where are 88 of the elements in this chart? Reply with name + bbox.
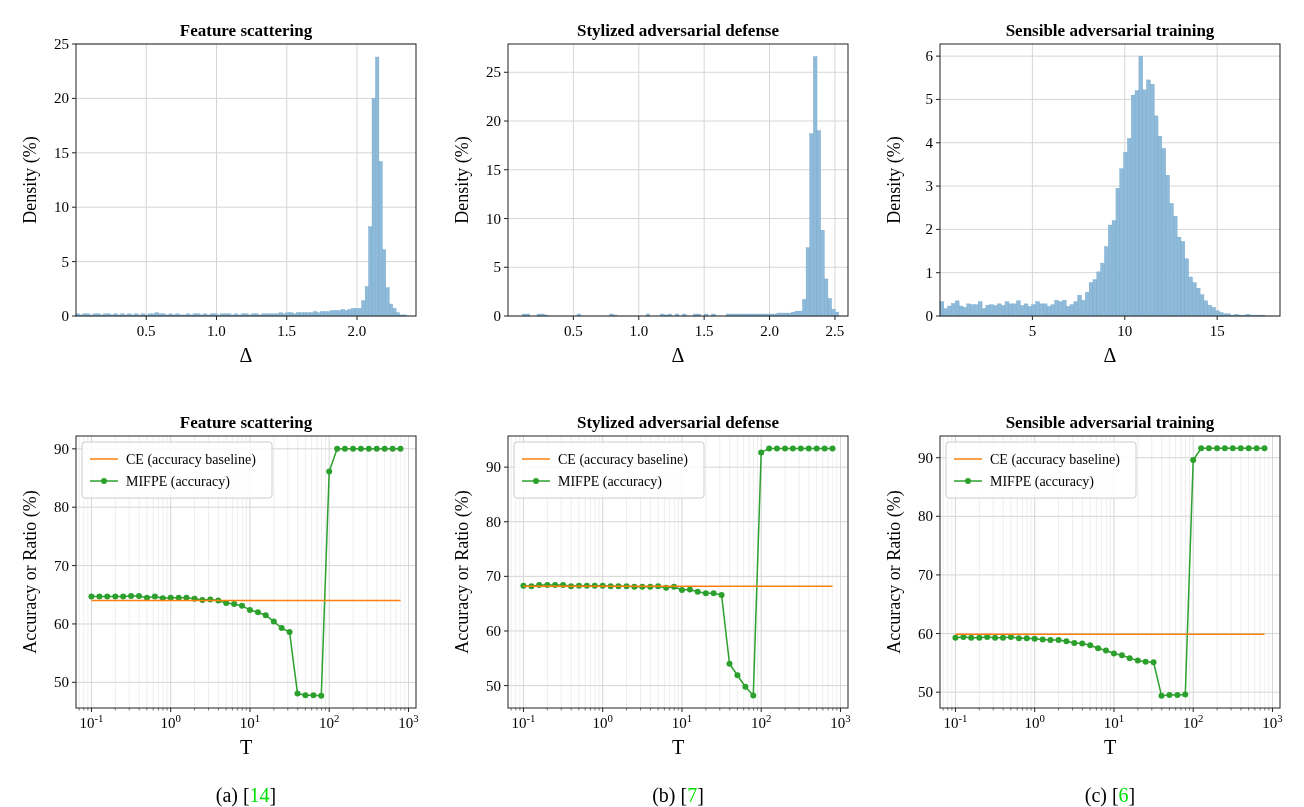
legend-label: MIFPE (accuracy) — [558, 474, 663, 490]
y-tick-label: 4 — [925, 134, 934, 151]
x-tick-label: 1.5 — [277, 323, 297, 339]
y-tick-label: 3 — [925, 178, 933, 195]
x-axis-title: T — [239, 736, 253, 758]
y-tick-label: 50 — [918, 684, 933, 701]
y-tick-label: 50 — [486, 677, 501, 694]
x-tick-label: 10$^{2}$ — [319, 712, 340, 731]
y-tick-label: 80 — [918, 508, 933, 525]
y-tick-label: 90 — [54, 440, 69, 457]
y-tick-label: 10 — [54, 199, 69, 216]
chart-title: Feature scattering — [179, 21, 313, 40]
x-tick-label: 0.5 — [136, 323, 156, 339]
legend-label: CE (accuracy baseline) — [990, 452, 1121, 468]
x-tick-label: 10$^{0}$ — [592, 712, 613, 731]
y-tick-label: 0 — [493, 308, 501, 324]
y-axis-title: Accuracy or Ratio (%) — [452, 490, 473, 654]
y-tick-label: 60 — [486, 622, 501, 639]
y-tick-label: 20 — [54, 90, 69, 107]
x-tick-label: 10$^{3}$ — [398, 712, 419, 731]
y-tick-label: 10 — [486, 210, 501, 227]
y-axis-title: Accuracy or Ratio (%) — [884, 490, 905, 654]
legend-label: CE (accuracy baseline) — [126, 452, 257, 468]
y-tick-label: 0 — [61, 308, 69, 324]
text: (c) [6] — [1084, 784, 1136, 807]
y-tick-label: 70 — [486, 568, 501, 585]
y-tick-label: 70 — [918, 566, 933, 583]
y-tick-label: 60 — [54, 615, 69, 632]
x-tick-label: 10$^{-1}$ — [511, 712, 536, 731]
y-tick-label: 60 — [918, 625, 933, 642]
x-axis-title: T — [671, 736, 685, 758]
x-axis-title: Δ — [239, 344, 253, 366]
y-axis-title: Density (%) — [452, 136, 473, 224]
y-tick-label: 5 — [493, 259, 501, 276]
x-tick-label: 2.0 — [760, 323, 779, 339]
y-tick-label: 70 — [54, 557, 69, 574]
legend-label: MIFPE (accuracy) — [990, 474, 1095, 490]
y-tick-label: 90 — [918, 449, 933, 466]
chart-title: Feature scattering — [179, 413, 313, 432]
text: (b) [7] — [652, 784, 704, 807]
x-tick-label: 1.5 — [694, 323, 714, 339]
x-tick-label: 2.5 — [825, 323, 845, 339]
y-tick-label: 5 — [61, 253, 69, 270]
y-tick-label: 1 — [925, 264, 933, 281]
x-tick-label: 10$^{0}$ — [160, 712, 181, 731]
x-tick-label: 10 — [1117, 323, 1133, 339]
x-tick-label: 0.5 — [564, 323, 583, 339]
x-tick-label: 10$^{1}$ — [1103, 712, 1125, 731]
y-axis-title: Density (%) — [20, 136, 41, 224]
x-tick-label: 10$^{2}$ — [1183, 712, 1204, 731]
x-tick-label: 10$^{-1}$ — [943, 712, 968, 731]
x-tick-label: 2.0 — [347, 323, 367, 339]
y-tick-label: 25 — [54, 36, 69, 52]
y-tick-label: 2 — [925, 221, 933, 238]
y-axis-title: Density (%) — [884, 136, 905, 224]
y-tick-label: 5 — [925, 91, 933, 108]
y-tick-label: 80 — [54, 499, 69, 516]
x-tick-label: 10$^{3}$ — [1262, 712, 1283, 731]
legend-label: MIFPE (accuracy) — [126, 474, 231, 490]
x-tick-label: 1.0 — [629, 323, 649, 339]
y-tick-label: 20 — [486, 113, 501, 130]
y-tick-label: 0 — [925, 308, 933, 324]
x-tick-label: 1.0 — [207, 323, 226, 339]
y-tick-label: 15 — [486, 161, 501, 178]
x-axis-title: T — [1103, 736, 1117, 758]
y-tick-label: 15 — [54, 144, 69, 161]
x-tick-label: 10$^{0}$ — [1024, 712, 1045, 731]
chart-title: Sensible adversarial training — [1005, 21, 1215, 40]
x-tick-label: 15 — [1209, 323, 1225, 339]
x-tick-label: 5 — [1028, 323, 1037, 339]
x-tick-label: 10$^{2}$ — [751, 712, 772, 731]
x-axis-title: Δ — [1103, 344, 1117, 366]
y-axis-title: Accuracy or Ratio (%) — [20, 490, 41, 654]
x-axis-title: Δ — [671, 344, 685, 366]
x-tick-label: 10$^{3}$ — [830, 712, 851, 731]
x-tick-label: 10$^{1}$ — [671, 712, 693, 731]
legend-label: CE (accuracy baseline) — [558, 452, 689, 468]
chart-title: Stylized adversarial defense — [576, 21, 780, 40]
x-tick-label: 10$^{1}$ — [239, 712, 261, 731]
y-tick-label: 80 — [486, 513, 501, 530]
y-tick-label: 50 — [54, 674, 69, 691]
chart-title: Sensible adversarial training — [1005, 413, 1215, 432]
y-tick-label: 6 — [925, 48, 934, 65]
text: (a) [14] — [215, 784, 277, 807]
chart-title: Stylized adversarial defense — [576, 413, 780, 432]
y-tick-label: 90 — [486, 459, 501, 476]
x-tick-label: 10$^{-1}$ — [79, 712, 104, 731]
y-tick-label: 25 — [486, 64, 501, 81]
